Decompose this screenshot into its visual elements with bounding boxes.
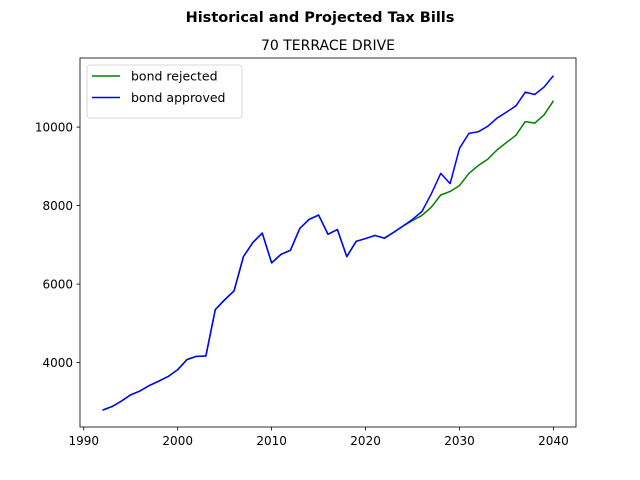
series-line-0 [102, 100, 555, 411]
y-tick-label: 6000 [42, 278, 73, 292]
legend-frame [86, 64, 243, 119]
x-tick-label: 2020 [350, 434, 381, 448]
chart-suptitle: Historical and Projected Tax Bills [186, 10, 455, 26]
y-tick-label: 10000 [35, 121, 73, 135]
chart-title: 70 TERRACE DRIVE [261, 38, 395, 54]
legend-label: bond approved [131, 90, 225, 105]
y-tick-label: 4000 [42, 356, 73, 370]
x-tick-label: 2040 [538, 434, 569, 448]
y-tick-label: 8000 [42, 199, 73, 213]
x-tick-label: 2000 [162, 434, 193, 448]
x-tick-label: 2030 [444, 434, 475, 448]
legend: bond rejected bond approved [86, 64, 243, 119]
x-tick-label: 1990 [68, 434, 99, 448]
plot-area: 1990 2000 2010 2020 2030 2040 4000 6000 8000 1000… [35, 57, 577, 448]
legend-label: bond rejected [131, 69, 218, 84]
axes-frame [79, 57, 577, 428]
series-line-1 [102, 75, 555, 411]
x-tick-label: 2010 [256, 434, 287, 448]
